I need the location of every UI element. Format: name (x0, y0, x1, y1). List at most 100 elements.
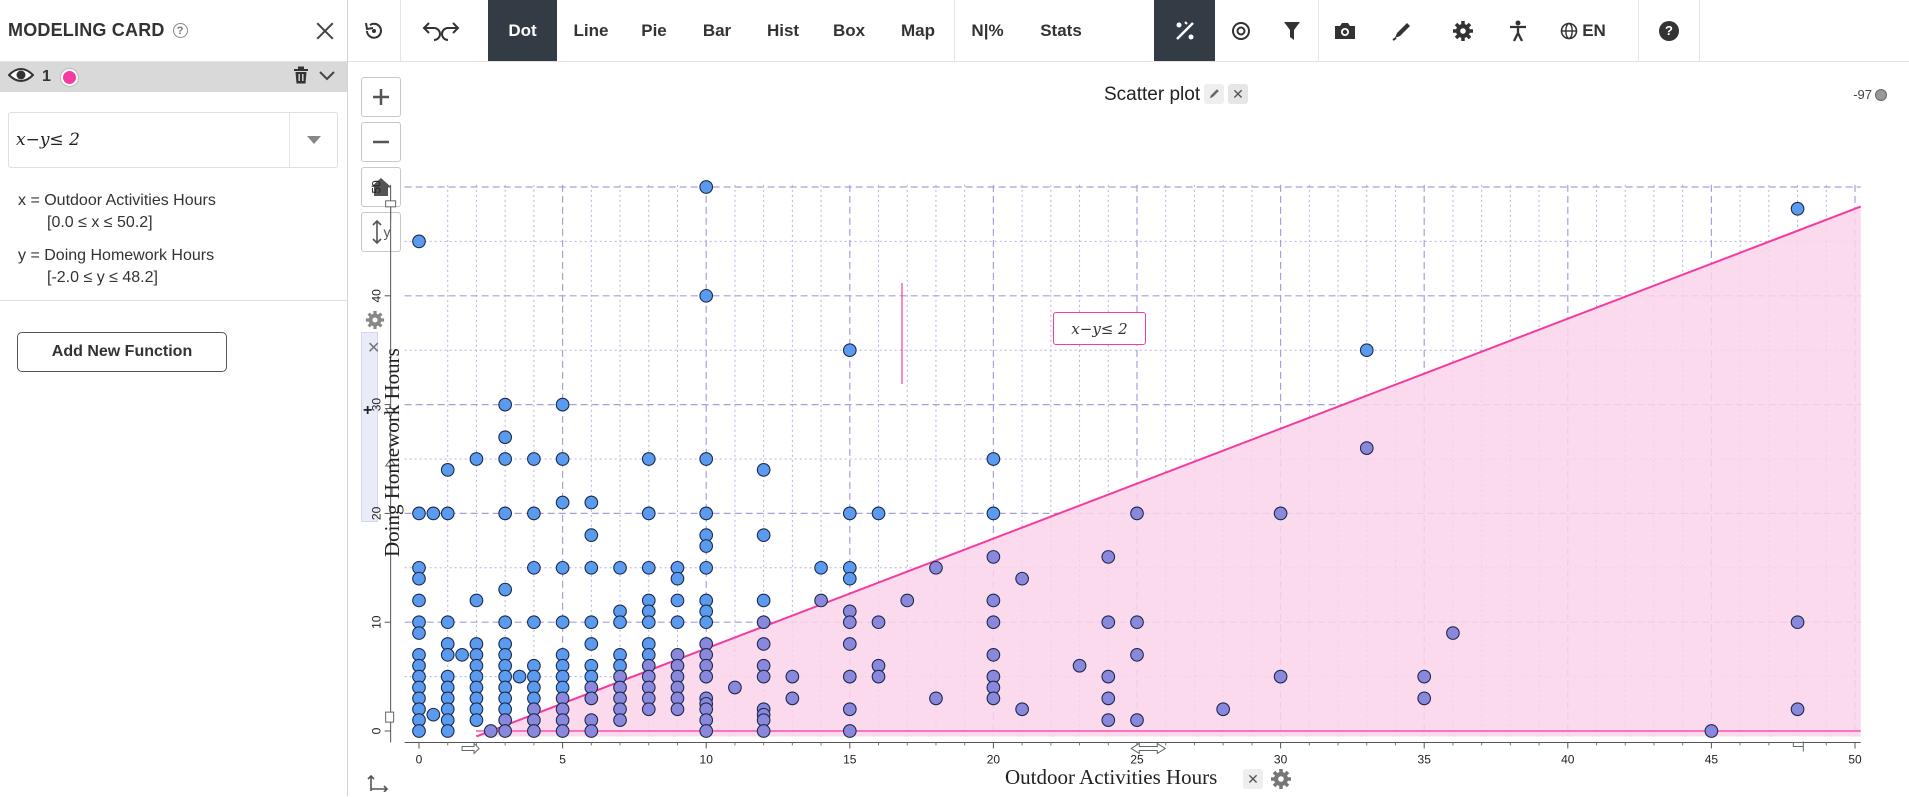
data-point[interactable] (1101, 669, 1116, 684)
trash-icon[interactable] (293, 66, 309, 89)
data-point[interactable] (756, 724, 771, 738)
data-point[interactable] (440, 506, 455, 521)
data-point[interactable] (469, 452, 484, 466)
data-point[interactable] (986, 647, 1001, 662)
data-point[interactable] (584, 637, 599, 651)
target-icon[interactable] (1216, 0, 1266, 61)
camera-icon[interactable] (1319, 0, 1371, 61)
data-point[interactable] (498, 452, 513, 466)
data-point[interactable] (555, 397, 570, 412)
swap-axes-icon[interactable] (367, 774, 389, 797)
data-point[interactable] (842, 669, 857, 684)
chevron-down-icon[interactable] (319, 68, 335, 86)
data-point[interactable] (699, 560, 714, 575)
data-point[interactable] (842, 615, 857, 630)
y-axis-lower-handle[interactable] (385, 711, 395, 723)
tab-box[interactable]: Box (832, 20, 866, 40)
data-point[interactable] (613, 713, 627, 727)
data-point[interactable] (670, 593, 685, 608)
data-point[interactable] (670, 571, 685, 586)
data-point[interactable] (728, 680, 742, 695)
tab-hist[interactable]: Hist (766, 20, 800, 40)
data-point[interactable] (1359, 343, 1374, 358)
data-point[interactable] (756, 669, 771, 684)
data-point[interactable] (584, 724, 599, 738)
data-point[interactable] (469, 713, 484, 727)
data-point[interactable] (440, 615, 455, 630)
data-point[interactable] (498, 582, 513, 597)
y-axis-settings-icon[interactable] (365, 310, 385, 335)
x-axis-label[interactable]: Outdoor Activities Hours (1005, 765, 1218, 789)
x-axis-remove-icon[interactable]: ✕ (1243, 769, 1263, 789)
data-point[interactable] (483, 724, 498, 738)
y-axis-upper-handle[interactable] (385, 200, 397, 208)
data-point[interactable] (699, 539, 714, 553)
data-point[interactable] (584, 615, 599, 630)
data-point[interactable] (555, 452, 570, 466)
data-point[interactable] (555, 495, 570, 510)
add-new-function-button[interactable]: Add New Function (17, 332, 227, 372)
data-point[interactable] (613, 615, 627, 630)
y-axis-label[interactable]: Doing Homework Hours (380, 348, 404, 557)
accessibility-icon[interactable] (1493, 0, 1543, 61)
data-point[interactable] (1101, 550, 1116, 564)
data-point[interactable] (1790, 201, 1805, 216)
data-point[interactable] (756, 615, 771, 630)
y-axis-mode-button[interactable]: y (361, 212, 401, 252)
filter-icon[interactable] (1266, 0, 1318, 61)
data-point[interactable] (699, 506, 714, 521)
data-point[interactable] (814, 560, 828, 575)
x-axis-upper-handle[interactable] (1792, 741, 1804, 752)
data-point[interactable] (512, 669, 527, 684)
data-point[interactable] (455, 647, 469, 662)
data-point[interactable] (1130, 713, 1144, 727)
data-point[interactable] (527, 560, 541, 575)
data-point[interactable] (498, 397, 513, 412)
data-point[interactable] (699, 452, 714, 466)
data-point[interactable] (871, 506, 886, 521)
tab-bar[interactable]: Bar (702, 20, 732, 40)
data-point[interactable] (440, 724, 455, 738)
data-point[interactable] (756, 637, 771, 651)
data-point[interactable] (842, 724, 857, 738)
data-point[interactable] (1359, 441, 1374, 455)
data-point[interactable] (699, 615, 714, 630)
data-point[interactable] (785, 669, 800, 684)
x-axis-lower-handle[interactable] (461, 742, 480, 755)
data-point[interactable] (613, 560, 627, 575)
data-point[interactable] (900, 593, 915, 608)
tab-dot[interactable]: Dot (488, 0, 557, 61)
inequality-label[interactable]: x−y≤ 2 (1053, 312, 1146, 345)
data-point[interactable] (1015, 571, 1029, 586)
data-point[interactable] (986, 452, 1001, 466)
language-selector[interactable]: EN (1543, 0, 1623, 61)
function-expression[interactable]: x−y≤ 2 (16, 130, 80, 150)
scatter-plot-svg[interactable]: 0 5 10 15 20 25 30 35 40 45 50 0 10 20 30 40 50 (349, 62, 1909, 796)
tab-map[interactable]: Map (901, 20, 935, 40)
data-point[interactable] (785, 691, 800, 706)
data-point[interactable] (670, 615, 685, 630)
data-point[interactable] (842, 637, 857, 651)
data-point[interactable] (871, 669, 886, 684)
data-point[interactable] (412, 626, 426, 640)
data-point[interactable] (1130, 647, 1144, 662)
data-point[interactable] (699, 669, 714, 684)
data-point[interactable] (1417, 691, 1432, 706)
data-point[interactable] (1216, 702, 1231, 717)
reset-icon[interactable] (348, 0, 400, 61)
data-point[interactable] (1015, 702, 1029, 717)
zoom-in-button[interactable] (361, 77, 401, 117)
expression-dropdown-icon[interactable] (289, 113, 337, 167)
data-point[interactable] (440, 647, 455, 662)
data-point[interactable] (527, 615, 541, 630)
data-point[interactable] (699, 180, 714, 194)
data-point[interactable] (440, 463, 455, 477)
data-point[interactable] (1072, 658, 1087, 673)
function-expression-field[interactable]: x−y≤ 2 (8, 112, 338, 168)
data-point[interactable] (498, 724, 513, 738)
tab-stats[interactable]: Stats (1040, 20, 1082, 40)
data-point[interactable] (641, 506, 656, 521)
remove-title-icon[interactable]: ✕ (1228, 84, 1248, 104)
data-point[interactable] (1101, 615, 1116, 630)
data-point[interactable] (986, 615, 1001, 630)
